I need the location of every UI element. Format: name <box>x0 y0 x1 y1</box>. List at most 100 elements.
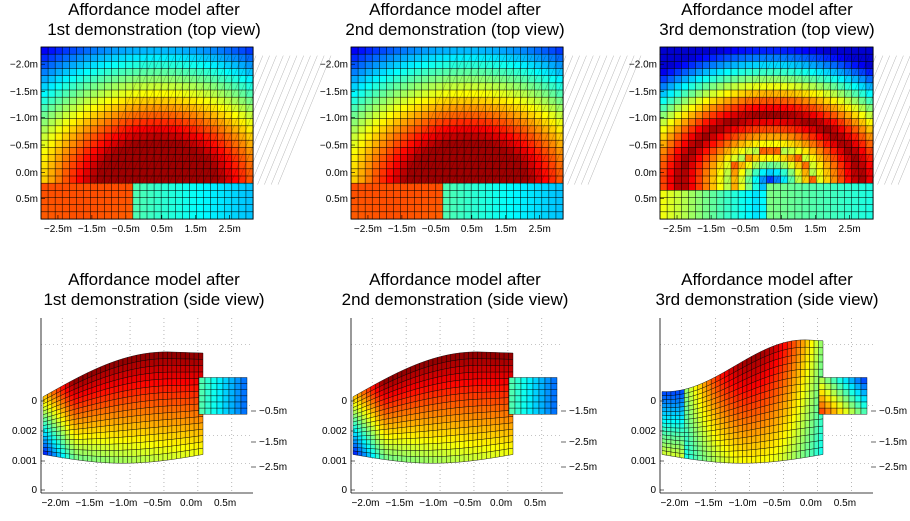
heatmap-cell <box>153 139 162 148</box>
heatmap-cell <box>499 46 508 55</box>
heatmap-cell <box>851 182 860 191</box>
surface-cell <box>410 419 416 427</box>
surface-cell <box>60 425 66 432</box>
heatmap-cell <box>104 182 113 191</box>
heatmap-cell <box>851 190 860 199</box>
heatmap-cell <box>371 96 380 105</box>
heatmap-cell <box>723 154 732 163</box>
surface-cell <box>818 377 826 384</box>
surface-cell <box>666 435 672 441</box>
heatmap-cell <box>414 75 423 84</box>
surface-cell <box>666 415 672 420</box>
heatmap-cell <box>666 197 675 206</box>
surface-cell <box>140 373 146 382</box>
surface-cell <box>693 436 698 442</box>
surface-cell <box>189 429 195 438</box>
surface-cell <box>737 437 743 445</box>
heatmap-cell <box>167 89 176 98</box>
surface-cell <box>769 418 775 427</box>
heatmap-cell <box>716 111 725 120</box>
heatmap-cell <box>407 168 416 177</box>
heatmap-cell <box>76 182 84 191</box>
surface-cell <box>514 389 522 397</box>
heatmap-cell <box>217 53 226 62</box>
heatmap-cell <box>673 197 682 206</box>
heatmap-cell <box>90 89 99 98</box>
surface-cell <box>140 387 146 396</box>
surface-cell <box>463 426 469 435</box>
surface-cell <box>158 372 164 380</box>
surface-cell <box>189 404 195 412</box>
heatmap-cell <box>463 197 472 206</box>
heatmap-cell <box>40 61 49 70</box>
surface-cell <box>145 393 150 402</box>
heatmap-cell <box>393 96 402 105</box>
heatmap-cell <box>54 68 63 77</box>
surface-cell <box>113 392 119 400</box>
heatmap-cell <box>421 147 430 156</box>
surface-cell <box>432 443 438 451</box>
heatmap-cell <box>709 104 718 113</box>
surface-cell <box>113 385 119 394</box>
heatmap-cell <box>47 53 56 62</box>
heatmap-cell <box>506 46 515 55</box>
heatmap-cell <box>666 118 675 127</box>
heatmap-cell <box>830 168 839 177</box>
surface-cell <box>392 427 398 435</box>
heatmap-cell <box>76 61 84 70</box>
surface-cell <box>733 444 739 452</box>
heatmap-cell <box>659 104 668 113</box>
surface-cell <box>472 385 478 393</box>
heatmap-cell <box>379 197 387 206</box>
surface-cell <box>526 407 534 415</box>
heatmap-cell <box>815 197 824 206</box>
surface-cell <box>499 449 505 458</box>
heatmap-cell <box>217 147 226 156</box>
heatmap-cell <box>780 46 789 55</box>
heatmap-cell <box>210 211 219 220</box>
heatmap-cell <box>83 53 92 62</box>
surface-cell <box>459 393 465 401</box>
heatmap-cell <box>801 111 810 120</box>
mesh-line <box>884 122 910 185</box>
heatmap-cell <box>414 190 423 199</box>
heatmap-cell <box>146 132 155 141</box>
mesh-line <box>175 55 229 185</box>
heatmap-cell <box>379 68 387 77</box>
heatmap-cell <box>688 89 697 98</box>
heatmap-cell <box>132 161 141 170</box>
heatmap-cell <box>688 168 697 177</box>
surface-cell <box>550 401 558 409</box>
heatmap-cell <box>111 104 120 113</box>
surface-cell <box>490 398 496 406</box>
surface-cell <box>127 436 133 444</box>
surface-cell <box>710 419 716 426</box>
surface-cell <box>397 455 403 462</box>
surface-cell <box>437 389 443 398</box>
surface-cell <box>813 419 819 428</box>
surface-cell <box>428 391 434 399</box>
surface-cell <box>406 450 411 457</box>
surface-cell <box>490 358 496 366</box>
heatmap-cell <box>40 190 49 199</box>
surface-cell <box>706 435 712 442</box>
heatmap-cell <box>823 154 831 163</box>
surface-cell <box>813 368 819 377</box>
heatmap-cell <box>681 68 689 77</box>
heatmap-cell <box>695 139 704 148</box>
surface-cell <box>415 431 420 439</box>
heatmap-cell <box>357 132 366 141</box>
heatmap-cell <box>773 53 782 62</box>
heatmap-cell <box>54 182 63 191</box>
heatmap-cell <box>217 197 226 206</box>
heatmap-cell <box>386 211 394 220</box>
heatmap-cell <box>730 161 739 170</box>
heatmap-cell <box>541 53 550 62</box>
surface-cell <box>450 434 456 443</box>
heatmap-cell <box>506 204 515 213</box>
surface-cell <box>432 370 438 379</box>
surface-cell <box>100 407 106 415</box>
heatmap-cell <box>723 204 732 213</box>
surface-cell <box>693 412 698 419</box>
surface-cell <box>661 422 667 428</box>
